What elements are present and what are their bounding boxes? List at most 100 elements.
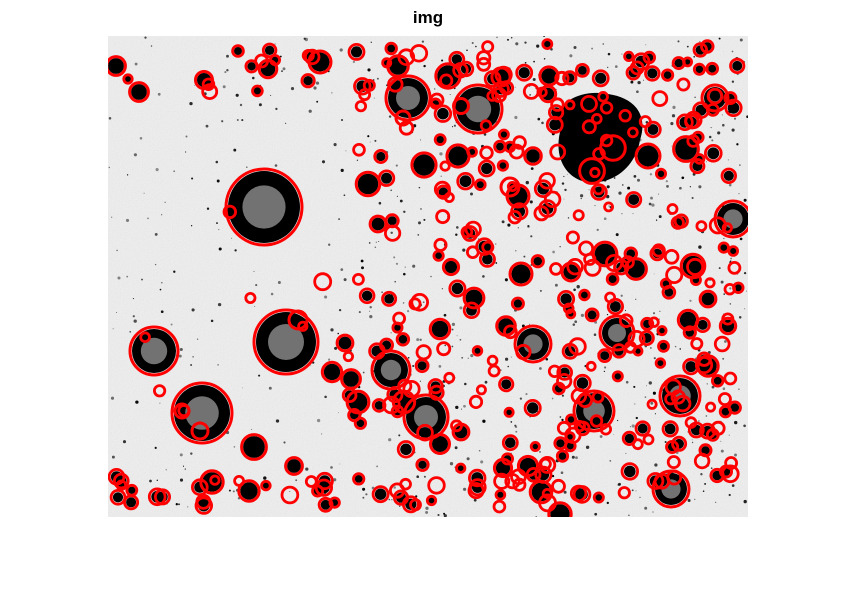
particle [482,121,490,130]
speckle [321,160,326,164]
speckle [394,280,396,283]
detection-circle [496,159,509,172]
detection-circle [651,243,666,258]
detection-circle [301,48,315,62]
detection-circle [656,325,668,337]
speckle [507,365,510,368]
speckle [738,316,742,319]
detection-circle [578,288,591,302]
speckle [456,335,458,337]
detection-circle [583,258,602,277]
detection-circle [665,439,680,454]
detection-circle [170,381,234,445]
detection-circle [456,171,475,191]
speckle [515,430,518,433]
speckle [541,121,544,125]
speckle [425,510,429,514]
detection-circle [354,170,382,198]
detection-circle [466,146,478,158]
speckle [580,197,582,200]
particle [253,87,262,95]
speckle [159,288,162,291]
speckle [705,415,708,417]
speckle [658,193,660,195]
detection-circle [304,475,318,488]
speckle [412,364,415,368]
speckle [333,478,337,482]
detection-circle [672,135,700,163]
particle [713,376,722,385]
speckle [613,434,615,435]
particle-core [140,337,168,365]
detection-circle [427,378,444,395]
detection-circle [486,90,499,102]
speckle [155,168,159,172]
particle [262,482,270,489]
particle [533,256,543,266]
speckle [564,188,567,192]
speckle [277,281,281,284]
speckle [633,175,637,178]
particle [708,64,717,73]
particle [441,76,451,85]
speckle [459,338,462,341]
speckle [284,122,287,125]
particle [151,490,164,503]
particle [451,54,462,65]
speckle [648,202,652,206]
particle [455,100,467,112]
detection-circle [477,159,496,178]
detection-circle [541,38,554,51]
speckle [631,424,635,428]
speckle [571,455,575,459]
speckle [529,200,533,204]
detection-circle [720,167,738,185]
speckle [126,174,129,176]
speckle [217,364,219,366]
speckle [461,356,464,359]
particle [448,146,468,166]
speckle [731,128,735,132]
detection-circle [660,68,675,82]
detection-circle [721,312,735,326]
speckle [154,263,157,266]
particle [428,497,435,504]
speckle [324,395,327,399]
speckle [527,225,530,227]
speckle [451,345,454,348]
detection-circle [410,292,430,312]
detection-circle [572,485,592,504]
speckle [551,397,554,400]
speckle [216,222,218,225]
speckle [671,145,673,147]
speckle [671,114,676,118]
particle [549,119,561,131]
detection-circle [646,472,665,490]
speckle [630,80,634,84]
speckle [543,36,546,38]
speckle [744,308,746,310]
speckle [723,237,725,240]
detection-circle [718,316,738,336]
speckle [370,41,372,43]
speckle [727,159,729,161]
detection-circle [362,78,376,92]
speckle [694,498,696,500]
speckle [561,418,564,422]
speckle [730,257,732,260]
detection-circle [240,433,268,461]
speckle [648,381,652,385]
speckle [316,418,321,423]
speckle [738,193,740,195]
speckle [645,44,647,46]
speckle [175,503,178,506]
speckle [718,37,721,40]
detection-circle [589,414,604,428]
detection-circle [468,478,487,497]
speckle [242,387,244,389]
speckle [324,295,328,299]
particle [674,58,683,68]
detection-circle [522,83,540,100]
particle [468,148,476,156]
speckle [147,217,149,220]
